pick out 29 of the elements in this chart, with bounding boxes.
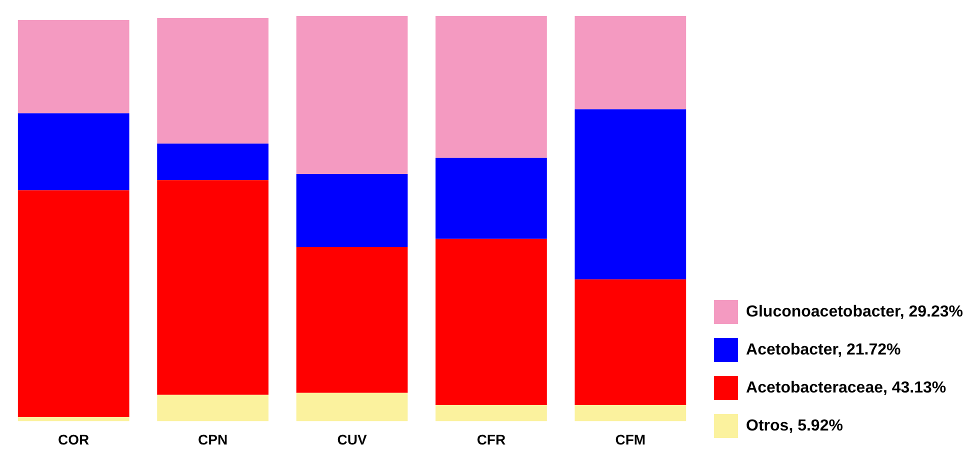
bar [436, 238, 547, 405]
bar [18, 417, 130, 422]
bar [18, 190, 130, 418]
bar [157, 394, 268, 422]
legend-label: Otros, 5.92% [746, 417, 843, 434]
bar [436, 158, 547, 239]
bar [157, 180, 268, 395]
legend-label: Acetobacter, 21.72% [746, 341, 901, 358]
x-tick-label: CFR [476, 431, 506, 448]
legend-label: Gluconoacetobacter, 29.23% [746, 303, 964, 320]
bar [296, 174, 408, 247]
bar [296, 16, 408, 174]
bar [574, 16, 686, 110]
bar [18, 20, 130, 114]
bar [574, 109, 686, 280]
bar [296, 246, 408, 393]
x-tick-label: COR [58, 431, 90, 448]
bar [157, 144, 268, 180]
bar [296, 392, 408, 422]
bar [574, 404, 686, 422]
legend-label: Acetobacteraceae, 43.13% [746, 379, 946, 396]
bar [436, 16, 547, 158]
x-tick-label: CPN [198, 431, 228, 448]
bar [574, 279, 686, 405]
bar [18, 113, 130, 190]
bar [436, 404, 547, 422]
x-tick-label: CFM [615, 431, 646, 448]
x-tick-label: CUV [337, 431, 368, 448]
bar [157, 18, 268, 144]
